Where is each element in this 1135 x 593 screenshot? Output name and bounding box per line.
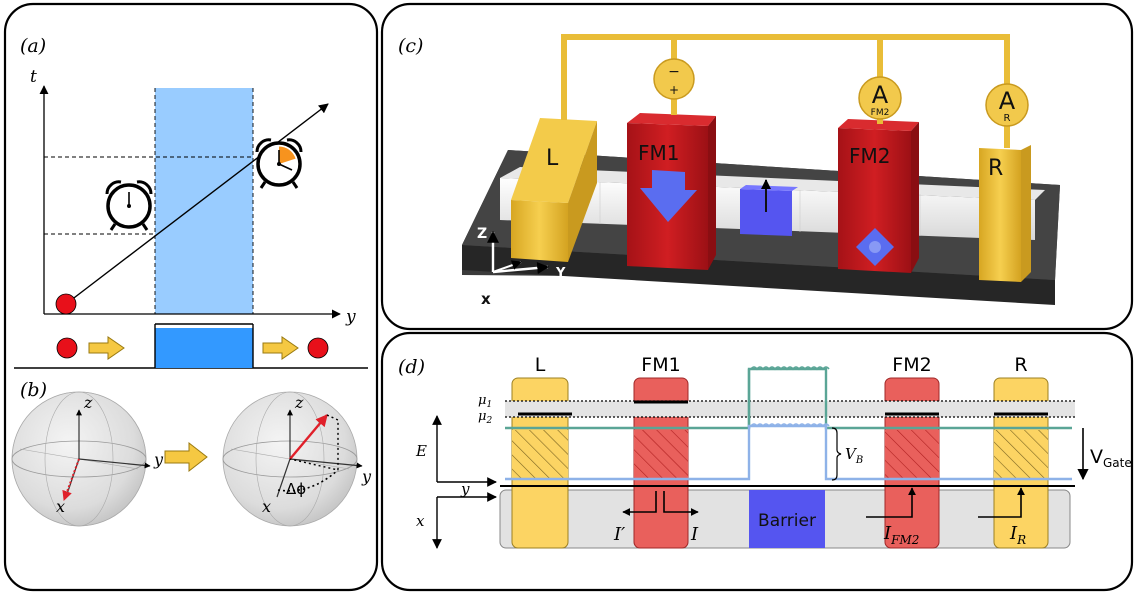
panel-ab-frame [3,2,379,592]
potential-profile-blue [505,424,1072,481]
panel-d: (d) Barrier L FM1 FM2 R μ1 μ2 [398,354,1132,549]
circuit-wire [561,34,1010,120]
particle [55,293,77,315]
magnetization-arrow-icon [640,170,697,222]
sphere-left-z: z [83,393,93,412]
sphere-right-angle: Δϕ [286,480,306,498]
transition-arrow-icon [164,441,208,473]
column-title-FM2: FM2 [892,354,931,376]
ammeter-fm2-sub: FM2 [871,108,890,118]
barrier-region-light [155,88,253,314]
sphere-right-x: x [262,497,271,516]
ferromagnet-FM2: FM2 [838,119,919,273]
mu1-label: μ1 [478,393,492,410]
incoming-arrow-icon [88,336,125,360]
ammeter-fm2-main: A [872,81,889,109]
block-label-FM1: FM1 [638,141,679,165]
lead-R: R [979,145,1031,282]
panel-c-frame [380,2,1134,331]
axis-E-label: E [415,442,427,460]
sphere-left-x: x [56,497,65,516]
axis-y-label-d: y [460,480,470,498]
column-title-L: L [535,354,546,376]
barrier-label: Barrier [758,511,816,531]
ammeter-r-sub: R [1004,113,1011,124]
panel-c: (c) L FM1 [398,34,1060,308]
alarm-clock-icon [105,180,153,231]
panel-b: (b) z x y [11,379,372,527]
barrier-region-dark [155,328,253,368]
block-label-FM2: FM2 [849,144,890,168]
bloch-sphere-left: z x y [11,391,164,527]
bloch-sphere-right: z x y Δϕ [222,391,372,527]
sphere-right-z: z [294,393,304,412]
potential-profile-green [505,367,1072,430]
mu2-label: μ2 [478,409,492,426]
block-label-L: L [546,146,559,171]
current-IR: IR [1009,523,1026,547]
axis-z-3d: Z [477,226,487,242]
sphere-right-y: y [361,467,372,486]
column-title-FM1: FM1 [641,354,680,376]
panel-d-frame [380,331,1134,592]
panel-a: (a) t y [14,35,368,369]
column-title-R: R [1014,354,1027,376]
incoming-particle [56,337,78,359]
outgoing-arrow-icon [262,336,299,360]
barrier-block [740,189,792,236]
axis-y-3d: Y [555,266,566,281]
current-I: I [690,524,699,545]
block-label-R: R [988,156,1003,181]
vb-label: VB [845,445,863,466]
ammeter-r-main: A [999,87,1016,115]
axis-y-label: y [345,307,356,327]
panel-b-label: (b) [20,379,47,401]
barrier-box [749,490,825,548]
lead-L: L [511,118,597,262]
panel-d-label: (d) [398,356,425,378]
axis-t-label: t [30,67,37,87]
panel-c-label: (c) [398,35,423,57]
trajectory [65,103,329,305]
alarm-clock-elapsed-icon [255,138,303,189]
axis-x-3d: x [481,290,491,308]
current-I-prime: I′ [613,524,625,545]
source-minus: − [668,64,680,80]
ammeter-FM2: A FM2 [858,76,902,120]
current-IFM2: IFM2 [883,523,919,547]
panel-a-label: (a) [20,35,46,57]
outgoing-particle [307,337,329,359]
sphere-left-y: y [153,450,164,469]
axis-x-label-d: x [416,512,425,530]
vgate-label: VGate [1090,446,1132,470]
voltage-source: − + [653,58,695,100]
ammeter-R: A R [985,83,1029,127]
coordinate-axes: Z Y x [477,226,566,308]
source-plus: + [669,83,679,97]
ferromagnet-FM1: FM1 [627,113,716,270]
